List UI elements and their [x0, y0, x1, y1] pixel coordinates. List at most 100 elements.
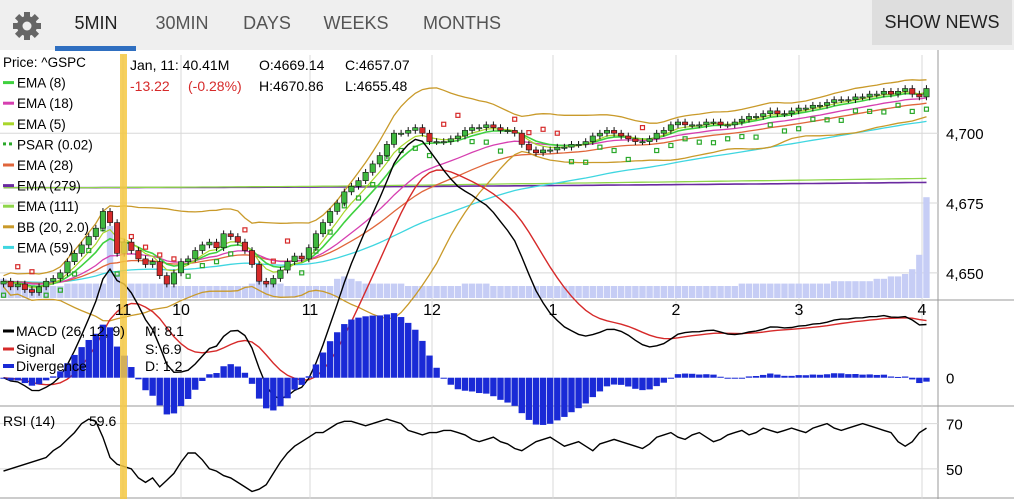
psar-dot [838, 117, 844, 123]
candle-body [596, 132, 603, 137]
volume-bar [717, 286, 724, 298]
volume-bar [326, 286, 334, 298]
candle-body [504, 130, 511, 132]
macd-label: MACD (26, 12, 9) [16, 323, 125, 339]
candle-body [128, 241, 135, 251]
y-tick-label: 4,650 [946, 266, 984, 283]
volume-bar [866, 281, 873, 298]
candle-body [788, 110, 795, 114]
volume-bar [192, 286, 199, 298]
psar-dot [554, 130, 560, 136]
candle-body [114, 222, 121, 254]
gear-icon[interactable] [9, 8, 45, 44]
crosshair-cursor[interactable] [120, 54, 127, 499]
divergence-bar [483, 377, 490, 394]
volume-bar [575, 286, 582, 298]
tab-30min[interactable]: 30MIN [155, 13, 209, 33]
candle-body [398, 132, 405, 135]
divergence-bar [894, 376, 902, 378]
psar-dot [43, 292, 49, 298]
volume-bar [589, 286, 596, 298]
divergence-bar [113, 346, 121, 378]
candle-body [192, 250, 199, 260]
psar-dot [426, 152, 433, 159]
candle-body [355, 180, 362, 187]
volume-bar [802, 283, 809, 298]
volume-bar [440, 286, 447, 298]
candle-body [582, 141, 589, 145]
candle-body [391, 132, 398, 145]
rsi-tick-label: 50 [946, 462, 963, 479]
candle-body [902, 88, 909, 92]
candle-body [667, 124, 674, 131]
volume-bar [390, 283, 398, 298]
tab-months[interactable]: MONTHS [423, 13, 501, 33]
divergence-bar [319, 352, 327, 378]
psar-dot [242, 227, 248, 233]
volume-bar [788, 283, 795, 298]
candle-body [873, 93, 880, 96]
divergence-bar [170, 377, 178, 414]
divergence-bar [390, 313, 398, 378]
divergence-bar [582, 377, 589, 404]
divergence-bar [646, 377, 653, 390]
macd-legend: MACD (26, 12, 9) M: 8.1 Signal S: 6.9 Di… [3, 323, 184, 374]
candle-body [703, 121, 710, 126]
divergence-bar [468, 377, 476, 392]
divergence-bar [909, 377, 916, 380]
psar-dot [15, 264, 21, 270]
psar-dot [213, 259, 220, 265]
psar-dot [767, 122, 773, 128]
divergence-bar [752, 376, 760, 378]
volume-bar [901, 274, 909, 298]
candle-body [305, 247, 312, 260]
volume-bar [916, 254, 923, 298]
candle-body [611, 130, 618, 134]
tab-5min[interactable]: 5MIN [74, 13, 118, 33]
volume-bar [156, 283, 163, 298]
divergence-bar [916, 377, 923, 384]
volume-bar [248, 283, 256, 298]
toolbar: 5MIN 30MIN DAYS WEEKS MONTHS SHOW NEWS [0, 0, 1014, 51]
candle-body [376, 155, 383, 165]
divergence-bar [490, 377, 497, 397]
legend-label: BB (20, 2.0) [17, 220, 89, 235]
candle-body [178, 261, 185, 274]
candle-body [575, 144, 582, 146]
tab-weeks[interactable]: WEEKS [323, 13, 389, 33]
psar-dot [299, 270, 305, 276]
divergence-bar [376, 315, 384, 378]
divergence-bar [440, 377, 447, 379]
show-news-button[interactable]: SHOW NEWS [872, 0, 1012, 45]
psar-dot [0, 292, 7, 298]
divergence-bar [504, 377, 511, 403]
tab-days[interactable]: DAYS [243, 13, 291, 33]
candle-body [653, 132, 660, 140]
candle-body [142, 258, 149, 265]
change-label: -13.22 [130, 78, 170, 94]
volume-bar [348, 278, 355, 298]
volume-bar [341, 276, 348, 298]
candle-body [639, 141, 646, 144]
candle-body [263, 280, 270, 285]
volume-bar [412, 286, 419, 298]
volume-bars [0, 197, 930, 298]
divergence-bar [859, 374, 866, 378]
divergence-bar [525, 377, 533, 420]
volume-bar [0, 278, 7, 298]
psar-dot [909, 108, 915, 115]
candle-body [696, 124, 703, 127]
divergence-bar [334, 332, 341, 378]
candle-body [369, 163, 376, 173]
candle-body [185, 258, 192, 262]
volume-bar [660, 286, 667, 298]
volume-bar [781, 283, 788, 298]
volume-bar [681, 286, 689, 298]
psar-dot [824, 117, 830, 123]
signal-line [3, 169, 927, 386]
divergence-bar [667, 377, 675, 379]
volume-bar [149, 283, 156, 298]
volume-bar [426, 286, 433, 298]
